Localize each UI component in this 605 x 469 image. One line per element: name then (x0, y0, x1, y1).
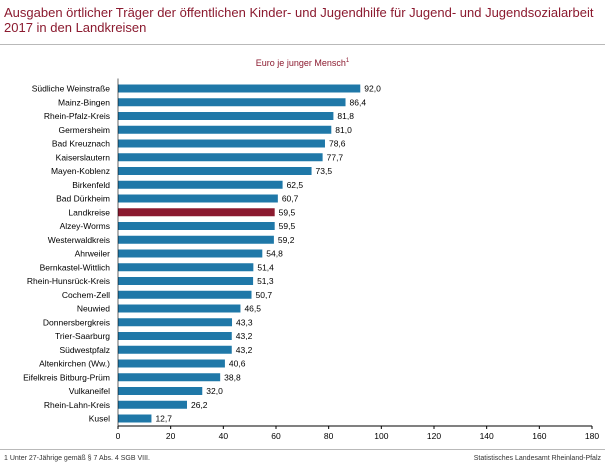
bar-9 (118, 208, 275, 217)
category-label: Bernkastel-Wittlich (40, 262, 111, 272)
bar-8 (118, 194, 278, 203)
value-label: 51,4 (257, 262, 274, 272)
bar-24 (118, 414, 152, 423)
x-tick-label: 20 (166, 431, 176, 441)
bar-3 (118, 125, 332, 134)
x-tick-label: 60 (271, 431, 281, 441)
bar-13 (118, 263, 254, 272)
x-tick-label: 160 (532, 431, 546, 441)
category-label: Vulkaneifel (69, 386, 110, 396)
bar-14 (118, 277, 254, 285)
x-tick-label: 40 (219, 431, 229, 441)
bar-7 (118, 180, 283, 189)
value-label: 40,6 (229, 359, 246, 369)
bar-16 (118, 304, 241, 313)
bar-12 (118, 249, 263, 258)
chart-subtitle: Euro je junger Mensch1 (255, 58, 350, 68)
value-label: 32,0 (206, 386, 223, 396)
category-label: Germersheim (59, 125, 110, 135)
bar-0 (118, 84, 361, 93)
category-label: Alzey-Worms (60, 221, 110, 231)
category-label: Altenkirchen (Ww.) (39, 359, 110, 369)
bar-5 (118, 153, 323, 162)
bar-10 (118, 222, 275, 230)
subtitle-footnote-marker: 1 (345, 58, 350, 64)
bar-2 (118, 112, 334, 120)
value-label: 46,5 (244, 304, 261, 314)
x-tick-label: 120 (427, 431, 441, 441)
category-label: Landkreise (68, 207, 110, 217)
source-credit: Statistisches Landesamt Rheinland-Pfalz (473, 455, 601, 462)
category-label: Rhein-Pfalz-Kreis (44, 111, 110, 121)
value-label: 38,8 (224, 372, 241, 382)
value-label: 54,8 (266, 249, 283, 259)
category-label: Neuwied (77, 304, 110, 314)
value-label: 59,5 (279, 207, 296, 217)
bar-1 (118, 98, 346, 107)
footer-divider (0, 449, 605, 450)
bar-18 (118, 332, 232, 340)
footnote: 1 Unter 27-Jährige gemäß § 7 Abs. 4 SGB … (4, 455, 150, 462)
category-label: Südwestpfalz (59, 345, 110, 355)
category-label: Rhein-Lahn-Kreis (44, 400, 110, 410)
value-label: 60,7 (282, 194, 299, 204)
value-label: 78,6 (329, 139, 346, 149)
title-divider (0, 44, 605, 45)
category-label: Birkenfeld (72, 180, 110, 190)
category-label: Bad Kreuznach (52, 139, 110, 149)
value-label: 26,2 (191, 400, 208, 410)
bar-19 (118, 345, 232, 354)
bar-22 (118, 387, 203, 395)
bar-20 (118, 359, 225, 368)
value-label: 51,3 (257, 276, 274, 286)
x-tick-label: 100 (374, 431, 388, 441)
x-tick-label: 80 (324, 431, 334, 441)
category-label: Rhein-Hunsrück-Kreis (27, 276, 110, 286)
value-label: 43,2 (236, 345, 253, 355)
category-label: Südliche Weinstraße (32, 84, 111, 94)
category-label: Eifelkreis Bitburg-Prüm (23, 372, 110, 382)
value-label: 59,5 (279, 221, 296, 231)
x-tick-label: 180 (585, 431, 599, 441)
value-label: 92,0 (364, 84, 381, 94)
category-label: Mainz-Bingen (58, 97, 110, 107)
category-label: Ahrweiler (75, 249, 111, 259)
bar-11 (118, 235, 274, 244)
x-tick-label: 140 (480, 431, 494, 441)
value-label: 73,5 (316, 166, 333, 176)
bar-15 (118, 290, 252, 299)
value-label: 81,0 (335, 125, 352, 135)
value-label: 77,7 (327, 152, 344, 162)
value-label: 43,3 (236, 317, 253, 327)
category-label: Mayen-Koblenz (51, 166, 110, 176)
value-label: 62,5 (287, 180, 304, 190)
x-tick-label: 0 (116, 431, 121, 441)
category-label: Donnersbergkreis (43, 317, 110, 327)
category-label: Kaiserslautern (56, 152, 111, 162)
bar-6 (118, 167, 312, 175)
value-label: 86,4 (350, 97, 367, 107)
category-label: Bad Dürkheim (56, 194, 110, 204)
bar-23 (118, 400, 187, 409)
bar-21 (118, 373, 221, 382)
value-label: 59,2 (278, 235, 295, 245)
category-label: Trier-Saarburg (55, 331, 110, 341)
value-label: 43,2 (236, 331, 253, 341)
chart-title: Ausgaben örtlicher Träger der öffentlich… (4, 5, 594, 35)
value-label: 50,7 (256, 290, 273, 300)
bar-17 (118, 318, 233, 327)
category-label: Westerwaldkreis (48, 235, 110, 245)
category-label: Cochem-Zell (62, 290, 110, 300)
value-label: 81,8 (337, 111, 354, 121)
category-label: Kusel (89, 414, 110, 424)
bar-4 (118, 139, 325, 148)
value-label: 12,7 (155, 414, 172, 424)
